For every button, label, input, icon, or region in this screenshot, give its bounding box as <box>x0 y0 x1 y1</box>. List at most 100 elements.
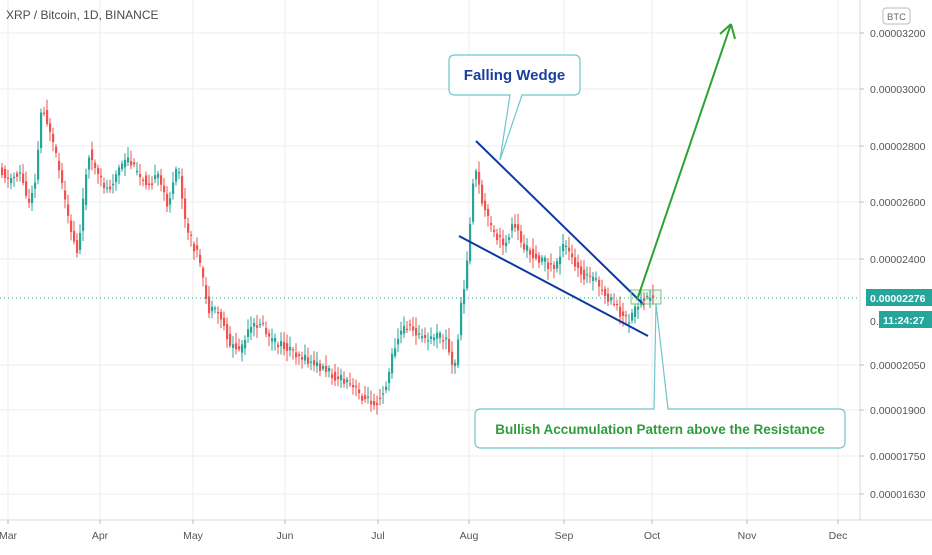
candle-body <box>547 262 550 269</box>
candle-body <box>349 383 352 385</box>
candle-body <box>4 169 7 179</box>
candle-body <box>52 133 55 142</box>
candle-body <box>169 198 172 205</box>
candle-body <box>358 389 361 394</box>
candle-body <box>601 289 604 291</box>
candle-body <box>139 174 142 178</box>
y-tick-label: 0.00002400 <box>870 254 926 266</box>
candle-body <box>646 296 649 298</box>
candle-body <box>631 312 634 321</box>
candle-body <box>268 333 271 337</box>
candle-body <box>610 297 613 301</box>
projection-arrow-line[interactable] <box>636 23 732 301</box>
candle-body <box>34 182 37 189</box>
wedge-lower-line[interactable] <box>458 235 649 337</box>
candle-body <box>361 396 364 401</box>
candle-body <box>445 337 448 340</box>
candle-body <box>1 167 4 176</box>
candle-body <box>217 311 220 314</box>
falling-wedge-callout[interactable] <box>448 54 581 161</box>
candle-body <box>145 175 148 186</box>
candle-body <box>502 238 505 246</box>
candle-body <box>337 376 340 379</box>
candle-body <box>19 172 22 174</box>
candle-body <box>538 255 541 263</box>
candle-body <box>259 324 262 326</box>
candle-body <box>292 349 295 351</box>
x-tick-label: Aug <box>460 530 479 542</box>
candle-body <box>313 360 316 366</box>
candle-body <box>451 351 454 365</box>
candle-body <box>154 175 157 180</box>
candle-body <box>322 366 325 369</box>
wedge-upper-line[interactable] <box>475 140 645 306</box>
candle-body <box>517 224 520 231</box>
candle-body <box>238 346 241 350</box>
candle-body <box>157 173 160 178</box>
candle-body <box>481 184 484 204</box>
candle-body <box>289 346 292 351</box>
candle-body <box>550 263 553 265</box>
candle-body <box>589 275 592 277</box>
currency-box[interactable] <box>882 7 911 25</box>
y-tick-label: 0.00002600 <box>870 197 926 209</box>
candle-body <box>334 371 337 381</box>
candle-body <box>49 123 52 132</box>
candle-body <box>13 176 16 179</box>
candle-body <box>262 322 265 325</box>
candle-body <box>223 317 226 326</box>
x-tick-label: May <box>183 530 204 542</box>
candle-body <box>475 170 478 180</box>
currency-label: BTC <box>887 12 906 23</box>
candle-body <box>619 306 622 317</box>
candle-body <box>94 162 97 168</box>
candle-body <box>379 397 382 400</box>
accumulation-callout[interactable] <box>474 303 846 449</box>
candle-body <box>64 190 67 200</box>
candle-body <box>394 348 397 357</box>
y-tick-label: 0.00002800 <box>870 141 926 153</box>
candle-body <box>196 245 199 250</box>
candle-body <box>535 253 538 259</box>
candle-body <box>442 340 445 342</box>
candle-body <box>25 181 28 196</box>
candle-body <box>55 146 58 153</box>
candle-body <box>526 245 529 251</box>
y-tick-label: 0.00003000 <box>870 84 926 96</box>
candle-body <box>28 198 31 203</box>
candle-body <box>427 340 430 342</box>
candle-body <box>229 333 232 346</box>
candle-body <box>430 336 433 339</box>
candle-body <box>382 393 385 395</box>
candle-body <box>592 276 595 281</box>
y-axis-ticks: 0.00003200 0.00003000 0.00002800 0.00002600… <box>860 28 926 501</box>
last-price-value: 0.00002276 <box>870 293 926 305</box>
projection-arrowhead-icon <box>719 23 736 40</box>
candle-body <box>514 224 517 228</box>
y-tick-label: 0.00001750 <box>870 451 926 463</box>
candle-body <box>388 372 391 384</box>
candle-body <box>16 173 19 177</box>
candle-body <box>532 248 535 259</box>
candle-body <box>142 179 145 181</box>
candle-body <box>112 183 115 186</box>
candle-body <box>202 267 205 278</box>
candle-body <box>418 333 421 335</box>
candle-body <box>595 278 598 280</box>
candles-group <box>1 99 655 415</box>
candle-body <box>73 231 76 242</box>
candle-body <box>10 178 13 184</box>
candle-body <box>520 231 523 243</box>
candle-body <box>391 353 394 374</box>
candle-body <box>106 187 109 189</box>
candle-body <box>364 395 367 400</box>
candle-body <box>307 357 310 364</box>
candle-body <box>571 253 574 258</box>
countdown-value: 11:24:27 <box>883 315 925 327</box>
candle-body <box>91 149 94 161</box>
candle-body <box>400 330 403 335</box>
accumulation-box[interactable] <box>630 289 662 305</box>
candle-body <box>421 336 424 339</box>
